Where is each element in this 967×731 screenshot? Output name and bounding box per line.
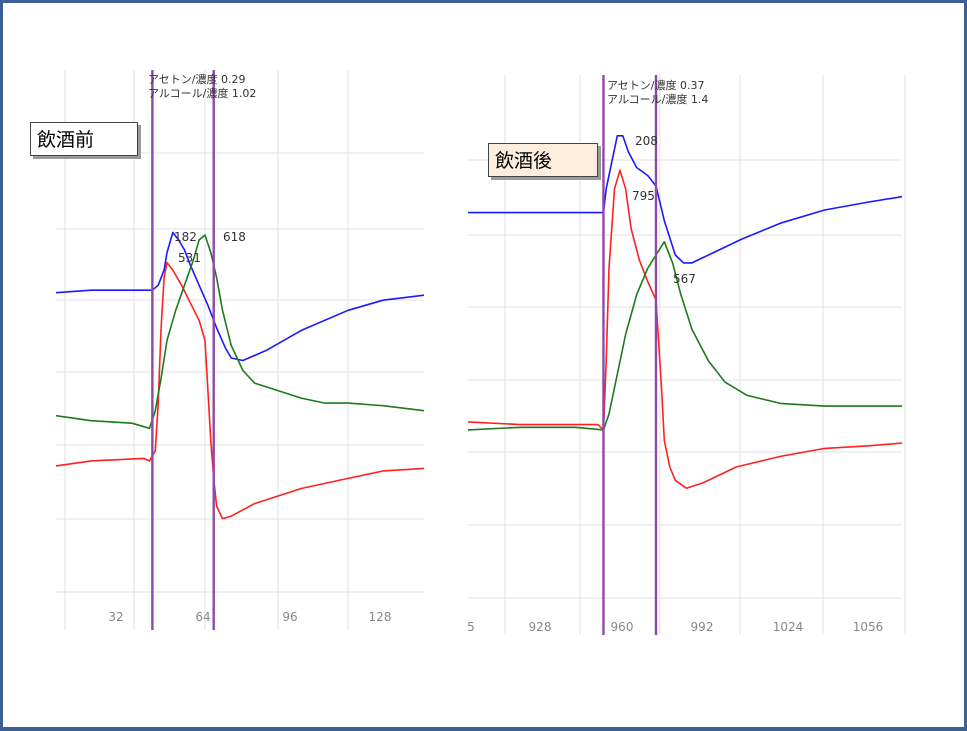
left-tick-label: 128 (369, 610, 392, 624)
left-chart-series (55, 70, 425, 630)
left-chart-grid (56, 70, 424, 630)
left-series-green (55, 234, 425, 430)
right-tick-label: 1056 (853, 620, 884, 634)
frame-bottom-border (0, 727, 967, 731)
left-cursor-text-alcohol: アルコール/濃度 1.02 (148, 86, 256, 100)
right-series-green (467, 241, 902, 431)
after-drinking-label: 飲酒後 (488, 143, 598, 177)
right-tick-label: 1024 (773, 620, 804, 634)
right-tick-label: 960 (611, 620, 634, 634)
right-tick-label: 928 (529, 620, 552, 634)
left-peak-blue: 182 (174, 230, 197, 244)
left-series-blue (55, 231, 425, 362)
right-cursor-text-acetone: アセトン/濃度 0.37 (607, 78, 704, 92)
left-tick-label: 64 (195, 610, 210, 624)
left-tick-label: 96 (282, 610, 297, 624)
right-peak-red: 795 (632, 189, 655, 203)
left-tick-label: 32 (108, 610, 123, 624)
left-peak-green: 618 (223, 230, 246, 244)
left-peak-red: 531 (178, 251, 201, 265)
left-series-red (55, 261, 425, 520)
right-chart-series (467, 75, 903, 635)
left-cursor-text-acetone: アセトン/濃度 0.29 (148, 72, 245, 86)
right-cursor-text-alcohol: アルコール/濃度 1.4 (607, 92, 708, 106)
right-tick-label: 992 (691, 620, 714, 634)
right-peak-blue: 208 (635, 134, 658, 148)
right-series-red (467, 169, 903, 489)
before-drinking-label: 飲酒前 (30, 122, 138, 156)
right-peak-green: 567 (673, 272, 696, 286)
right-series-blue (468, 135, 903, 264)
right-tick-label: 5 (467, 620, 475, 634)
